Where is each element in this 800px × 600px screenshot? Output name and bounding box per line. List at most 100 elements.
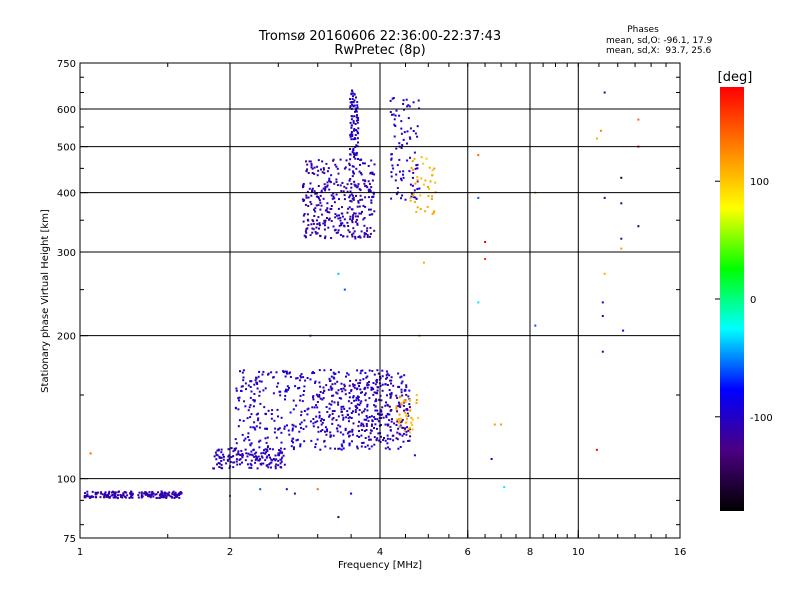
echo-point [330, 220, 333, 222]
echo-point [238, 399, 240, 402]
echo-point [410, 195, 413, 198]
echo-point [241, 452, 244, 455]
echo-point [349, 200, 352, 202]
echo-point [413, 454, 416, 457]
echo-point [321, 398, 324, 401]
echo-point [399, 421, 402, 424]
echo-point [316, 395, 319, 398]
echo-point [402, 138, 405, 141]
echo-point [272, 458, 275, 460]
echo-point [233, 447, 236, 450]
echo-point [235, 442, 238, 445]
echo-point [350, 182, 353, 185]
echo-point [157, 491, 159, 494]
echo-point [352, 121, 355, 124]
echo-point [342, 418, 345, 421]
echo-point [359, 198, 362, 201]
echo-point [477, 154, 480, 157]
echo-point [227, 455, 230, 458]
echo-point [179, 491, 182, 494]
echo-point [299, 394, 302, 397]
echo-point [346, 190, 349, 193]
echo-point [242, 379, 245, 382]
y-axis-label: Stationary phase Virtual Height [km] [40, 209, 51, 393]
echo-point [125, 491, 128, 494]
echo-point [269, 462, 272, 465]
echo-point [220, 460, 223, 462]
echo-point [257, 417, 260, 420]
echo-point [285, 370, 288, 373]
echo-point [241, 433, 244, 436]
echo-point [323, 369, 326, 372]
echo-point [309, 201, 312, 203]
x-tick-label: 8 [527, 547, 533, 558]
echo-point [255, 425, 258, 428]
echo-point [396, 410, 398, 413]
echo-point [347, 400, 350, 403]
echo-point [258, 390, 261, 393]
echo-point [349, 98, 352, 100]
echo-point [140, 491, 143, 494]
echo-point [323, 228, 326, 231]
echo-point [371, 213, 374, 216]
echo-point [392, 384, 395, 387]
echo-point [340, 448, 343, 451]
echo-point [323, 183, 326, 186]
echo-point [433, 209, 436, 212]
echo-point [415, 401, 418, 404]
echo-point [328, 218, 331, 221]
echo-point [242, 369, 245, 372]
echo-point [112, 496, 115, 499]
echo-point [318, 381, 321, 384]
echo-point [334, 213, 337, 216]
echo-point [319, 194, 322, 197]
echo-point [306, 190, 309, 193]
echo-point [246, 463, 249, 466]
echo-point [358, 382, 361, 384]
echo-point [393, 118, 396, 121]
echo-point [299, 374, 302, 377]
echo-point [290, 445, 293, 448]
echo-point [343, 194, 346, 197]
echo-point [111, 494, 114, 496]
y-tick-label: 750 [57, 59, 76, 70]
echo-point [620, 247, 623, 250]
echo-point [395, 424, 398, 426]
echo-point [414, 201, 416, 203]
echo-point [364, 445, 367, 448]
echo-point [409, 431, 412, 434]
echo-point [237, 397, 240, 400]
echo-point [263, 406, 266, 409]
echo-point [350, 412, 353, 414]
echo-point [160, 490, 163, 493]
echo-point [357, 425, 360, 428]
echo-point [274, 427, 277, 430]
echo-point [220, 456, 223, 459]
echo-point [312, 398, 315, 401]
echo-point [349, 178, 352, 180]
echo-point [342, 235, 344, 238]
echo-point [130, 496, 132, 499]
echo-point [418, 187, 421, 190]
echo-point [312, 418, 315, 420]
echo-point [363, 430, 366, 432]
echo-point [164, 493, 166, 496]
echo-point [409, 409, 411, 412]
echo-point [341, 215, 344, 218]
echo-point [330, 174, 333, 177]
echo-point [380, 417, 382, 419]
echo-point [351, 98, 354, 100]
echo-point [347, 373, 350, 376]
echo-point [340, 382, 343, 385]
echo-point [370, 171, 372, 174]
echo-point [252, 448, 255, 451]
echo-point [337, 516, 340, 519]
echo-point [313, 166, 316, 169]
echo-point [161, 491, 164, 494]
echo-point [352, 95, 354, 98]
echo-point [254, 379, 257, 382]
echo-point [367, 165, 370, 167]
echo-point [318, 394, 321, 396]
echo-point [366, 409, 369, 412]
echo-point [394, 125, 397, 127]
